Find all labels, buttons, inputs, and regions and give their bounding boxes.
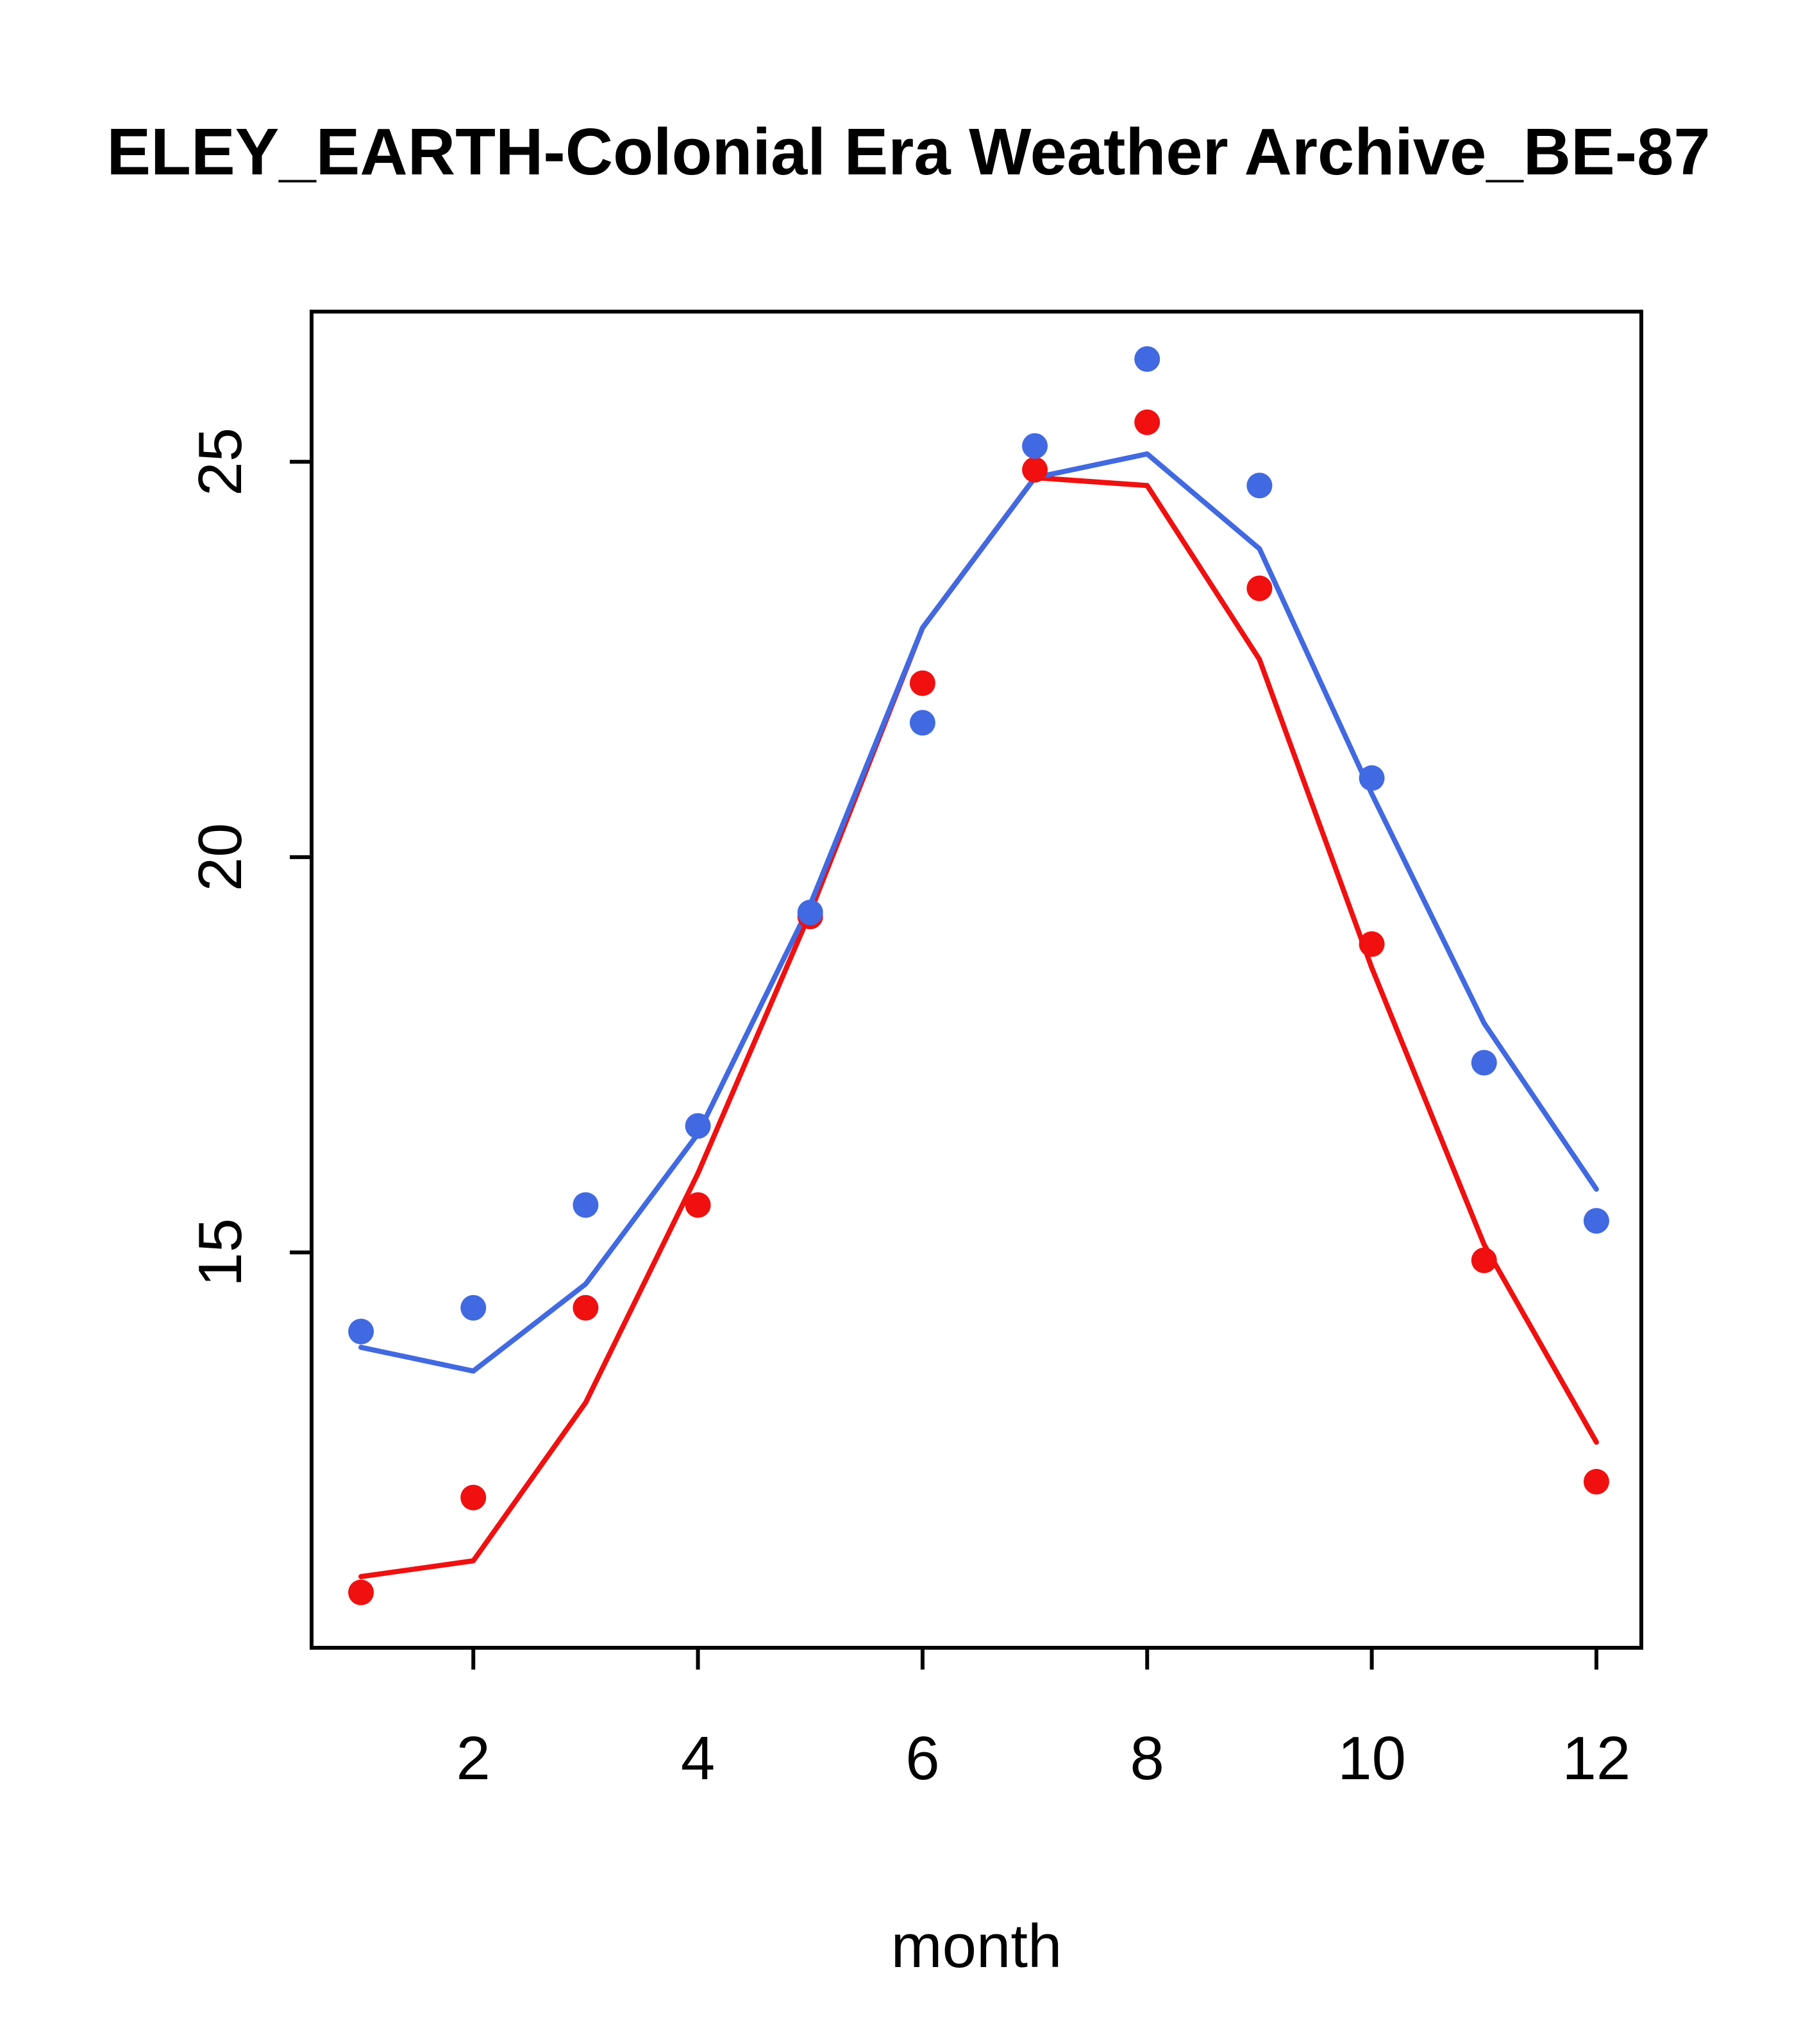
y-tick-label: 15 [186, 1218, 255, 1287]
y-tick-label: 25 [186, 428, 255, 496]
series-line-red-series [358, 474, 1599, 1580]
chart-title: ELEY_EARTH-Colonial Era Weather Archive_… [106, 115, 1710, 188]
data-point-red-series [573, 1294, 599, 1321]
x-tick-label: 12 [1562, 1724, 1631, 1793]
data-point-blue-series [797, 900, 823, 926]
plot-area: 2 4 6 8 10 12 15 20 25 [186, 310, 1643, 1793]
plot-box [310, 310, 1643, 1650]
data-point-red-series [460, 1484, 487, 1511]
data-point-red-series [1246, 575, 1273, 601]
data-point-red-series [348, 1579, 374, 1605]
data-point-blue-series [460, 1294, 487, 1321]
data-point-blue-series [1471, 1050, 1497, 1076]
x-tick-label: 8 [1130, 1724, 1164, 1793]
data-point-blue-series [1134, 346, 1160, 372]
x-tick-label: 10 [1337, 1724, 1406, 1793]
data-point-blue-series [348, 1318, 374, 1345]
data-point-blue-series [1022, 433, 1048, 459]
y-tick-label: 20 [186, 823, 255, 891]
data-point-blue-series [1583, 1208, 1609, 1234]
x-tick-label: 6 [905, 1724, 939, 1793]
x-tick-label: 4 [681, 1724, 715, 1793]
data-point-red-series [1022, 457, 1048, 483]
data-point-red-series [1134, 409, 1160, 435]
data-point-red-series [1359, 931, 1385, 957]
data-point-red-series [685, 1192, 711, 1218]
data-point-red-series [1471, 1247, 1497, 1273]
data-point-red-series [909, 670, 935, 696]
data-point-blue-series [909, 710, 935, 736]
series-line-blue-series [358, 451, 1599, 1374]
x-axis-label: month [891, 1912, 1062, 1981]
data-point-blue-series [1246, 473, 1273, 499]
data-point-blue-series [573, 1192, 599, 1218]
data-point-red-series [1583, 1469, 1609, 1495]
x-tick-label: 2 [456, 1724, 490, 1793]
data-point-blue-series [1359, 765, 1385, 791]
data-point-blue-series [685, 1113, 711, 1139]
